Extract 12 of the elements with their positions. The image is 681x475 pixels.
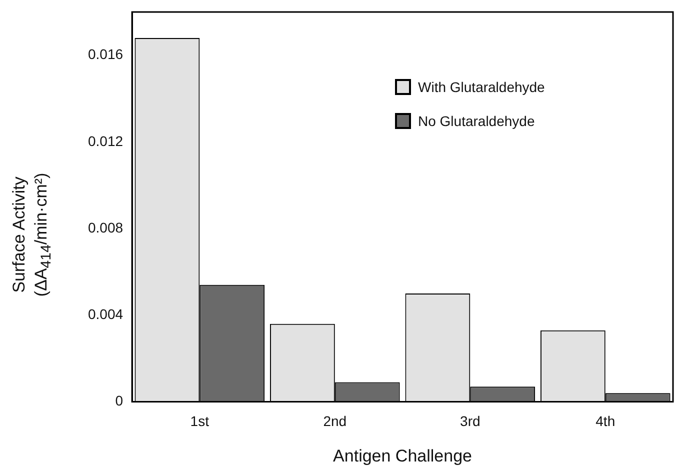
- y-tick-label: 0.008: [88, 219, 124, 236]
- y-tick-label: 0: [115, 392, 124, 409]
- y-tick-label: 0.012: [88, 132, 124, 149]
- legend-label: No Glutaraldehyde: [418, 113, 535, 129]
- x-tick-label: 2nd: [323, 413, 347, 430]
- y-tick-label: 0.016: [88, 46, 124, 62]
- x-axis-title: Antigen Challenge: [333, 446, 472, 466]
- y-tick-label: 0.004: [88, 306, 124, 322]
- legend-label: With Glutaraldehyde: [418, 79, 545, 95]
- x-tick-label: 4th: [596, 413, 616, 430]
- x-tick-label: 1st: [190, 413, 210, 430]
- x-tick-label: 3rd: [460, 413, 480, 430]
